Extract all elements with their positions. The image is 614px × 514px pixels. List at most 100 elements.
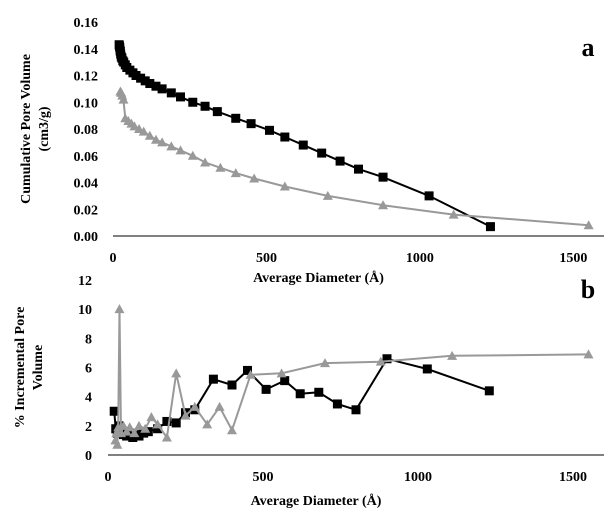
data-point-square (162, 416, 172, 426)
data-point-square (200, 101, 210, 111)
data-point-triangle (140, 423, 151, 433)
series-square-line (118, 44, 491, 228)
y-tick-label: 4 (85, 391, 92, 406)
data-point-square (295, 389, 305, 399)
data-point-square (351, 405, 361, 415)
data-point-triangle (171, 368, 182, 378)
data-point-triangle (152, 419, 163, 429)
data-point-square (382, 354, 392, 364)
data-point-square (314, 387, 324, 397)
y-tick-label: 0.12 (74, 70, 99, 85)
data-point-triangle (150, 134, 161, 144)
y-tick-label: 12 (78, 274, 92, 289)
data-point-square (265, 125, 275, 135)
data-point-triangle (279, 181, 290, 191)
panel-label: b (581, 275, 595, 304)
x-tick-label: 1500 (559, 470, 587, 485)
y-tick-label: 0.04 (74, 177, 99, 192)
data-point-triangle (166, 141, 177, 151)
data-point-triangle (583, 220, 594, 230)
data-point-square (354, 164, 363, 174)
data-point-triangle (276, 368, 287, 378)
data-point-triangle (202, 419, 213, 429)
data-point-triangle (112, 439, 123, 449)
data-point-square (378, 172, 388, 182)
data-point-triangle (161, 432, 172, 442)
data-point-square (280, 132, 290, 142)
data-point-triangle (124, 422, 135, 432)
y-tick-label: 0.02 (74, 203, 99, 218)
data-point-square (231, 113, 241, 123)
data-point-triangle (118, 94, 129, 104)
data-point-square (335, 156, 345, 166)
data-point-triangle (144, 130, 155, 140)
data-point-triangle (320, 358, 330, 368)
y-tick-label: 8 (85, 332, 92, 347)
y-tick-label: 0 (85, 449, 92, 464)
data-point-triangle (249, 173, 260, 183)
data-point-square (485, 222, 495, 232)
x-tick-label: 500 (253, 470, 274, 485)
data-point-square (208, 374, 218, 384)
data-point-triangle (114, 304, 125, 314)
y-tick-label: 0.16 (74, 16, 99, 31)
data-point-square (136, 73, 146, 83)
x-tick-label: 0 (105, 470, 112, 485)
data-point-square (139, 428, 149, 438)
data-point-square (166, 88, 176, 98)
data-point-triangle (322, 190, 333, 200)
data-point-triangle (138, 126, 149, 136)
y-axis-title: % Incremental Pore (13, 307, 28, 429)
x-tick-label: 0 (110, 251, 117, 266)
data-point-triangle (146, 412, 157, 422)
data-point-square (298, 140, 308, 150)
data-point-square (109, 406, 119, 416)
y-tick-label: 6 (85, 362, 92, 377)
chart-panel-a: 0.00 0.02 0.04 0.06 0.08 0.10 0.12 0.14 0.16 0 500… (19, 16, 604, 286)
data-point-square (424, 191, 434, 201)
y-tick-label: 0.08 (74, 123, 99, 138)
data-point-triangle (187, 150, 198, 160)
y-tick-label: 0.06 (74, 150, 99, 165)
x-tick-label: 1000 (404, 470, 432, 485)
y-tick-label: 10 (78, 303, 92, 318)
y-tick-label: 0.00 (74, 230, 99, 245)
data-point-square (157, 84, 167, 94)
data-point-triangle (157, 137, 168, 147)
y-axis-title-line2: (cm3/g) (37, 106, 52, 151)
data-point-square (280, 376, 290, 386)
data-point-triangle (180, 410, 191, 420)
data-point-square (151, 81, 161, 91)
data-point-triangle (118, 420, 129, 430)
data-point-triangle (245, 369, 256, 379)
data-point-triangle (448, 209, 459, 219)
series-triangle-line (114, 308, 589, 446)
data-point-triangle (129, 428, 140, 438)
data-point-square (134, 431, 144, 441)
y-tick-label: 0.10 (74, 96, 99, 111)
data-point-triangle (214, 401, 225, 411)
data-point-square (332, 399, 342, 409)
data-point-triangle (134, 420, 144, 430)
data-point-square (188, 97, 198, 107)
x-tick-label: 1000 (406, 251, 434, 266)
data-point-square (243, 365, 252, 375)
data-point-square (317, 148, 327, 158)
x-axis-title: Average Diameter (Å) (251, 493, 382, 509)
y-axis-title: Cumulative Pore Volume (19, 54, 34, 204)
x-axis-title: Average Diameter (Å) (253, 270, 384, 286)
data-point-square (422, 364, 432, 374)
data-point-triangle (200, 157, 211, 167)
data-point-triangle (189, 401, 200, 411)
data-point-triangle (175, 145, 186, 155)
data-point-square (176, 92, 186, 102)
data-point-square (145, 79, 155, 89)
data-point-triangle (583, 349, 594, 359)
y-axis-title-line2: Volume (31, 345, 46, 390)
data-point-triangle (227, 425, 237, 435)
data-point-square (153, 424, 163, 434)
data-point-square (171, 418, 181, 428)
data-point-square (131, 71, 141, 80)
x-tick-label: 500 (256, 251, 277, 266)
data-point-square (212, 107, 222, 117)
